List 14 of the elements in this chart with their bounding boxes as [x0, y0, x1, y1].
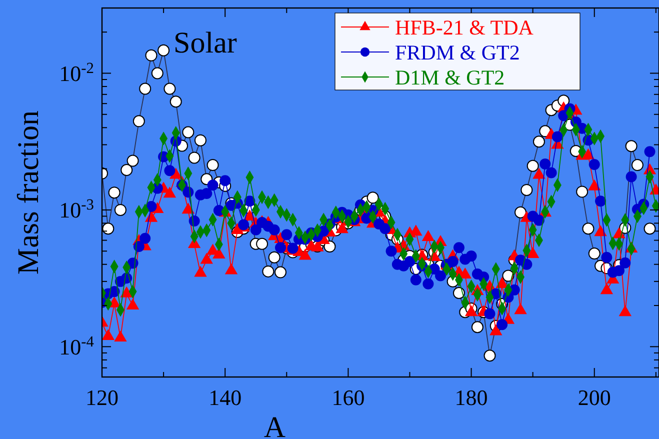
x-tick-label: 160 [332, 385, 365, 410]
y-axis-title: Mass fraction [12, 110, 45, 275]
legend-label: FRDM & GT2 [395, 40, 520, 64]
legend-label: HFB-21 & TDA [395, 15, 534, 40]
y-tick-label: 10$^{-3}$ [59, 196, 94, 223]
x-axis-title: A [264, 411, 286, 439]
annotation: Solar [174, 26, 237, 60]
x-tick-label: 180 [454, 385, 488, 410]
legend-label: D1M & GT2 [395, 65, 505, 90]
y-tick-label: 10$^{-2}$ [59, 59, 94, 86]
x-tick-label: 120 [86, 385, 118, 410]
x-tick-label: 200 [578, 385, 611, 410]
x-tick-label: 140 [208, 385, 242, 410]
y-tick-label: 10$^{-4}$ [59, 332, 94, 360]
